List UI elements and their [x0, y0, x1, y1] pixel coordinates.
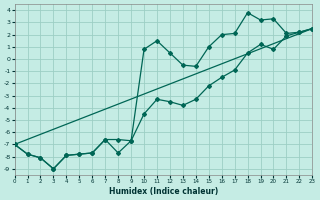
X-axis label: Humidex (Indice chaleur): Humidex (Indice chaleur) [109, 187, 218, 196]
